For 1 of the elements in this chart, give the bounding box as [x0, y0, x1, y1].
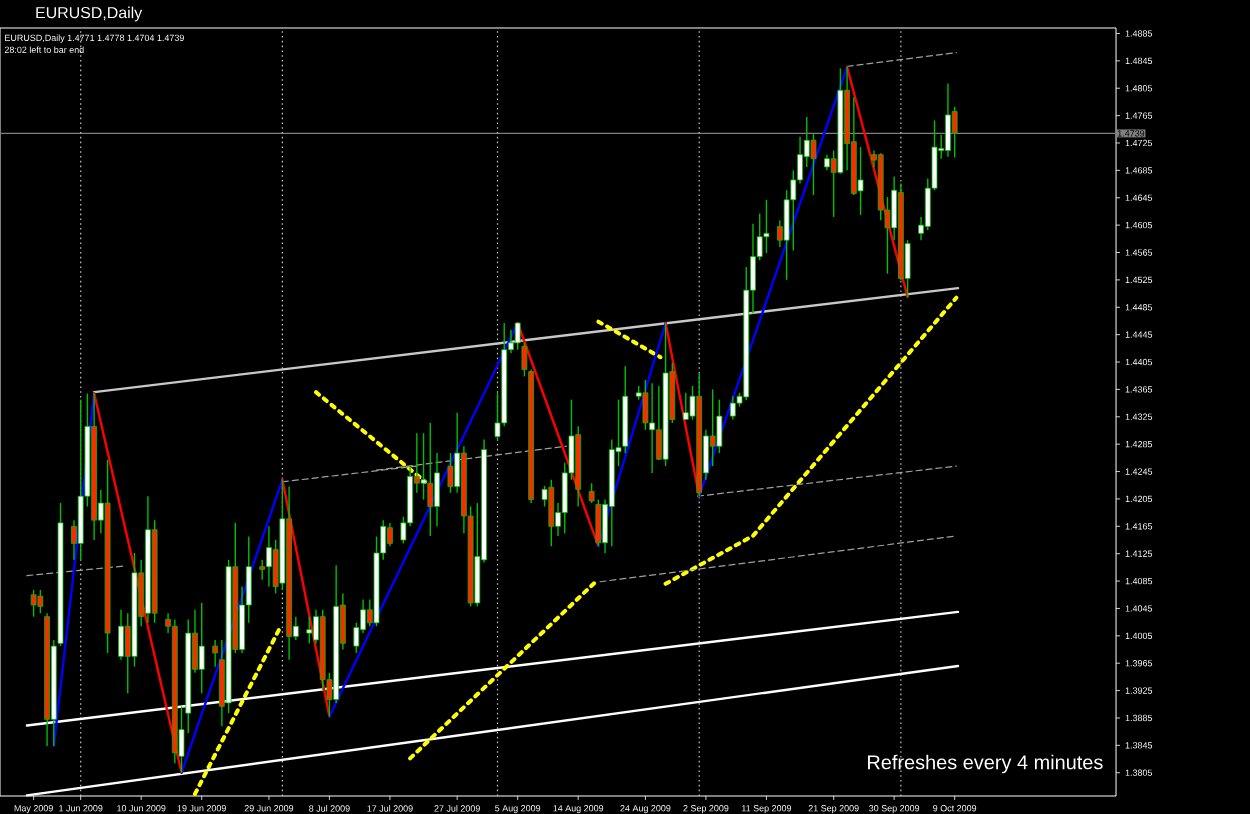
annotation: Refreshes every 4 minutes [868, 754, 1103, 774]
